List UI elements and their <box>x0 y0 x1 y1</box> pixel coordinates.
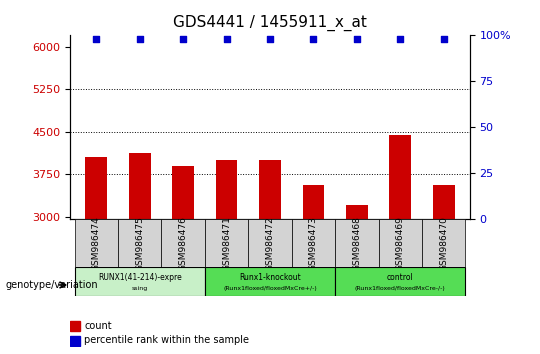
FancyBboxPatch shape <box>118 219 161 267</box>
Text: GSM986470: GSM986470 <box>439 216 448 271</box>
Text: GSM986474: GSM986474 <box>92 216 101 271</box>
Bar <box>389 135 411 354</box>
Title: GDS4441 / 1455911_x_at: GDS4441 / 1455911_x_at <box>173 15 367 31</box>
Point <box>179 36 187 42</box>
Text: control: control <box>387 273 414 282</box>
FancyBboxPatch shape <box>335 219 379 267</box>
FancyBboxPatch shape <box>379 219 422 267</box>
Text: percentile rank within the sample: percentile rank within the sample <box>84 335 249 346</box>
FancyBboxPatch shape <box>422 219 465 267</box>
Text: GSM986469: GSM986469 <box>396 216 405 271</box>
Point <box>92 36 100 42</box>
Text: (Runx1floxed/floxedMxCre-/-): (Runx1floxed/floxedMxCre-/-) <box>355 286 446 291</box>
Text: Runx1-knockout: Runx1-knockout <box>239 273 301 282</box>
Text: GSM986468: GSM986468 <box>353 216 361 271</box>
Bar <box>215 160 238 354</box>
Point <box>136 36 144 42</box>
Bar <box>85 157 107 354</box>
Point <box>222 36 231 42</box>
Text: GSM986476: GSM986476 <box>179 216 187 271</box>
Point <box>266 36 274 42</box>
FancyBboxPatch shape <box>205 219 248 267</box>
FancyBboxPatch shape <box>335 267 465 296</box>
Bar <box>172 166 194 354</box>
FancyBboxPatch shape <box>248 219 292 267</box>
FancyBboxPatch shape <box>205 267 335 296</box>
Bar <box>70 321 80 331</box>
Text: RUNX1(41-214)-expre: RUNX1(41-214)-expre <box>98 273 181 282</box>
Bar <box>70 336 80 346</box>
Text: GSM986473: GSM986473 <box>309 216 318 271</box>
Text: GSM986471: GSM986471 <box>222 216 231 271</box>
Point <box>440 36 448 42</box>
Text: ssing: ssing <box>132 286 148 291</box>
Text: GSM986475: GSM986475 <box>135 216 144 271</box>
FancyBboxPatch shape <box>292 219 335 267</box>
FancyBboxPatch shape <box>75 219 118 267</box>
Text: GSM986472: GSM986472 <box>266 216 274 271</box>
Text: (Runx1floxed/floxedMxCre+/-): (Runx1floxed/floxedMxCre+/-) <box>223 286 317 291</box>
Bar <box>346 205 368 354</box>
FancyBboxPatch shape <box>161 219 205 267</box>
Point <box>396 36 404 42</box>
FancyBboxPatch shape <box>75 267 205 296</box>
Bar <box>259 160 281 354</box>
Bar <box>302 185 325 354</box>
Text: count: count <box>84 321 112 331</box>
Point <box>353 36 361 42</box>
Text: genotype/variation: genotype/variation <box>5 280 98 290</box>
Bar <box>129 153 151 354</box>
Bar <box>433 185 455 354</box>
Point <box>309 36 318 42</box>
